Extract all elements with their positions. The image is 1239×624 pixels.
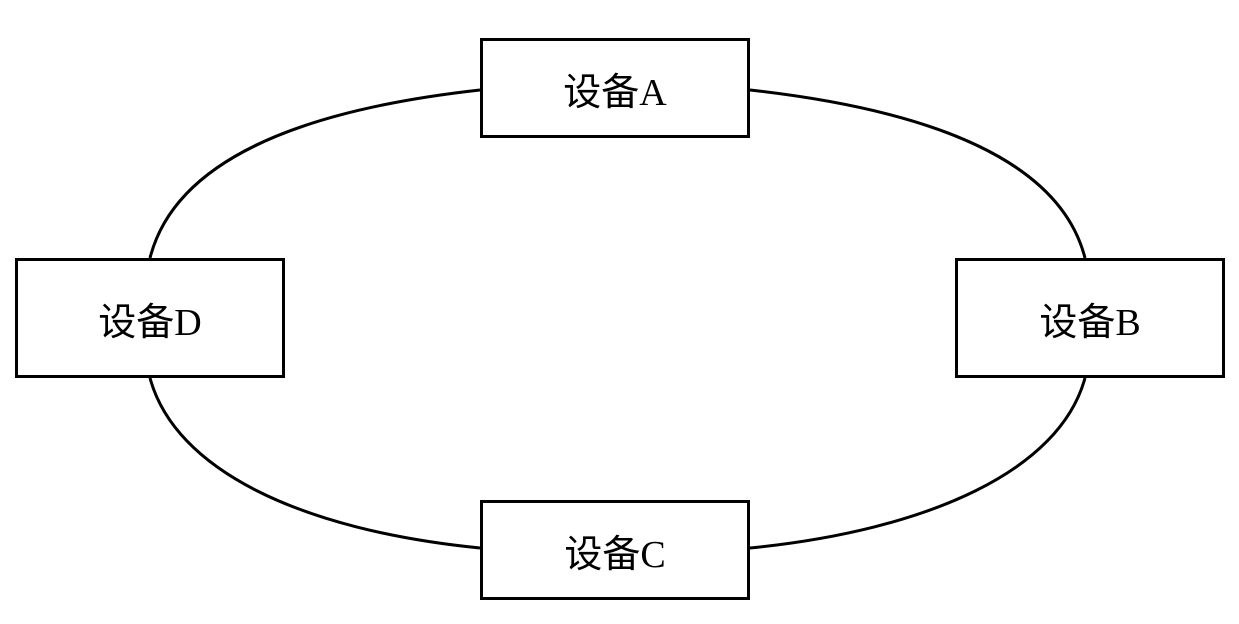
ring-diagram: 设备A 设备B 设备C 设备D bbox=[0, 0, 1239, 624]
node-c: 设备C bbox=[480, 500, 750, 600]
node-a: 设备A bbox=[480, 38, 750, 138]
edge-c-d bbox=[150, 378, 480, 548]
node-b: 设备B bbox=[955, 258, 1225, 378]
node-d: 设备D bbox=[15, 258, 285, 378]
node-label: 设备C bbox=[564, 523, 665, 578]
node-label: 设备B bbox=[1039, 291, 1140, 346]
node-label: 设备A bbox=[563, 61, 666, 116]
edge-b-c bbox=[750, 378, 1085, 548]
edge-a-b bbox=[750, 90, 1085, 258]
edge-d-a bbox=[150, 90, 480, 258]
node-label: 设备D bbox=[98, 291, 201, 346]
